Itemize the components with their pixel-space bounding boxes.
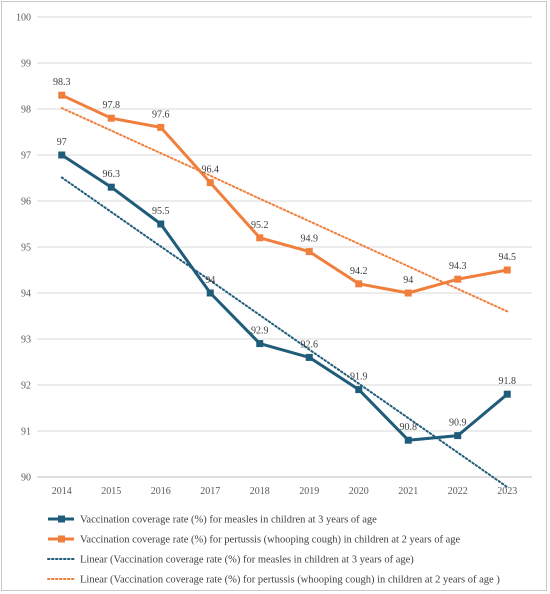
legend-swatch-marker	[58, 515, 65, 523]
legend: Vaccination coverage rate (%) for measle…	[47, 515, 500, 586]
y-tick-label: 94	[21, 289, 31, 300]
data-point-marker	[256, 340, 264, 348]
data-label: 95.2	[251, 220, 269, 231]
legend-swatch-marker	[58, 535, 65, 543]
y-tick-label: 91	[21, 427, 31, 438]
legend-label: Linear (Vaccination coverage rate (%) fo…	[80, 555, 414, 566]
data-point-marker	[454, 432, 462, 440]
y-tick-label: 99	[21, 59, 31, 70]
data-point-marker	[58, 151, 66, 159]
x-tick-label: 2015	[101, 486, 121, 497]
x-tick-label: 2020	[349, 486, 369, 497]
x-tick-label: 2022	[448, 486, 468, 497]
y-tick-label: 90	[21, 473, 31, 484]
x-tick-label: 2017	[200, 486, 220, 497]
data-point-marker	[355, 386, 363, 394]
series-layer	[58, 91, 511, 489]
y-tick-label: 96	[21, 197, 31, 208]
x-tick-label: 2019	[299, 486, 319, 497]
y-tick-label: 92	[21, 381, 31, 392]
data-label: 94.9	[301, 234, 319, 245]
x-tick-label: 2016	[151, 486, 171, 497]
data-point-marker	[305, 248, 313, 256]
data-label: 92.9	[251, 326, 269, 337]
data-label: 91.9	[350, 372, 368, 383]
y-axis-ticks: 90 91 92 93 94 95 96 97 98 99 100	[16, 13, 31, 484]
data-label: 96.4	[202, 165, 220, 176]
data-point-marker	[503, 266, 511, 274]
data-labels: 97 96.3 95.5 94 92.9 92.6 91.9 90.8 90.9 91.8 98.3…	[53, 77, 516, 433]
legend-label: Vaccination coverage rate (%) for measle…	[80, 515, 377, 526]
data-point-marker	[206, 179, 214, 187]
data-point-marker	[454, 275, 462, 283]
data-point-marker	[404, 289, 412, 297]
data-point-marker	[107, 114, 115, 122]
data-point-marker	[305, 353, 313, 361]
data-label: 94.5	[499, 252, 517, 263]
data-label: 91.8	[499, 376, 517, 387]
legend-label: Vaccination coverage rate (%) for pertus…	[80, 535, 461, 546]
data-point-marker	[107, 183, 115, 191]
trendline-series-3	[60, 107, 509, 313]
series-line-0	[60, 153, 509, 442]
data-point-marker	[206, 289, 214, 297]
data-point-marker	[157, 220, 165, 228]
data-label: 98.3	[53, 77, 71, 88]
data-point-marker	[404, 436, 412, 444]
data-point-marker	[157, 123, 165, 131]
data-label: 94	[205, 275, 215, 286]
data-label: 95.5	[152, 206, 170, 217]
data-label: 92.6	[301, 339, 319, 350]
legend-label: Linear (Vaccination coverage rate (%) fo…	[80, 575, 500, 586]
y-tick-label: 100	[16, 13, 31, 24]
data-label: 90.9	[449, 418, 467, 429]
x-tick-label: 2021	[398, 486, 418, 497]
series-line-1	[61, 93, 508, 295]
y-tick-label: 97	[21, 151, 31, 162]
data-point-marker	[256, 234, 264, 242]
x-tick-label: 2014	[52, 486, 72, 497]
x-axis-ticks: 2014 2015 2016 2017 2018 2019 2020 2021 2022 2023	[52, 486, 518, 497]
data-point-marker	[58, 91, 66, 99]
trendline-series-2	[60, 176, 509, 489]
data-point-marker	[355, 280, 363, 288]
data-point-marker	[503, 390, 511, 398]
x-tick-label: 2023	[497, 486, 517, 497]
data-label: 97.6	[152, 109, 170, 120]
y-tick-label: 93	[21, 335, 31, 346]
data-label: 94.3	[449, 261, 467, 272]
data-label: 94.2	[350, 266, 368, 277]
y-tick-label: 98	[21, 105, 31, 116]
data-label: 94	[403, 275, 413, 286]
data-label: 97	[57, 137, 67, 148]
x-tick-label: 2018	[250, 486, 270, 497]
gridlines	[37, 16, 532, 478]
data-label: 96.3	[103, 169, 121, 180]
data-label: 97.8	[103, 100, 121, 111]
y-tick-label: 95	[21, 243, 31, 254]
data-label: 90.8	[400, 422, 418, 433]
